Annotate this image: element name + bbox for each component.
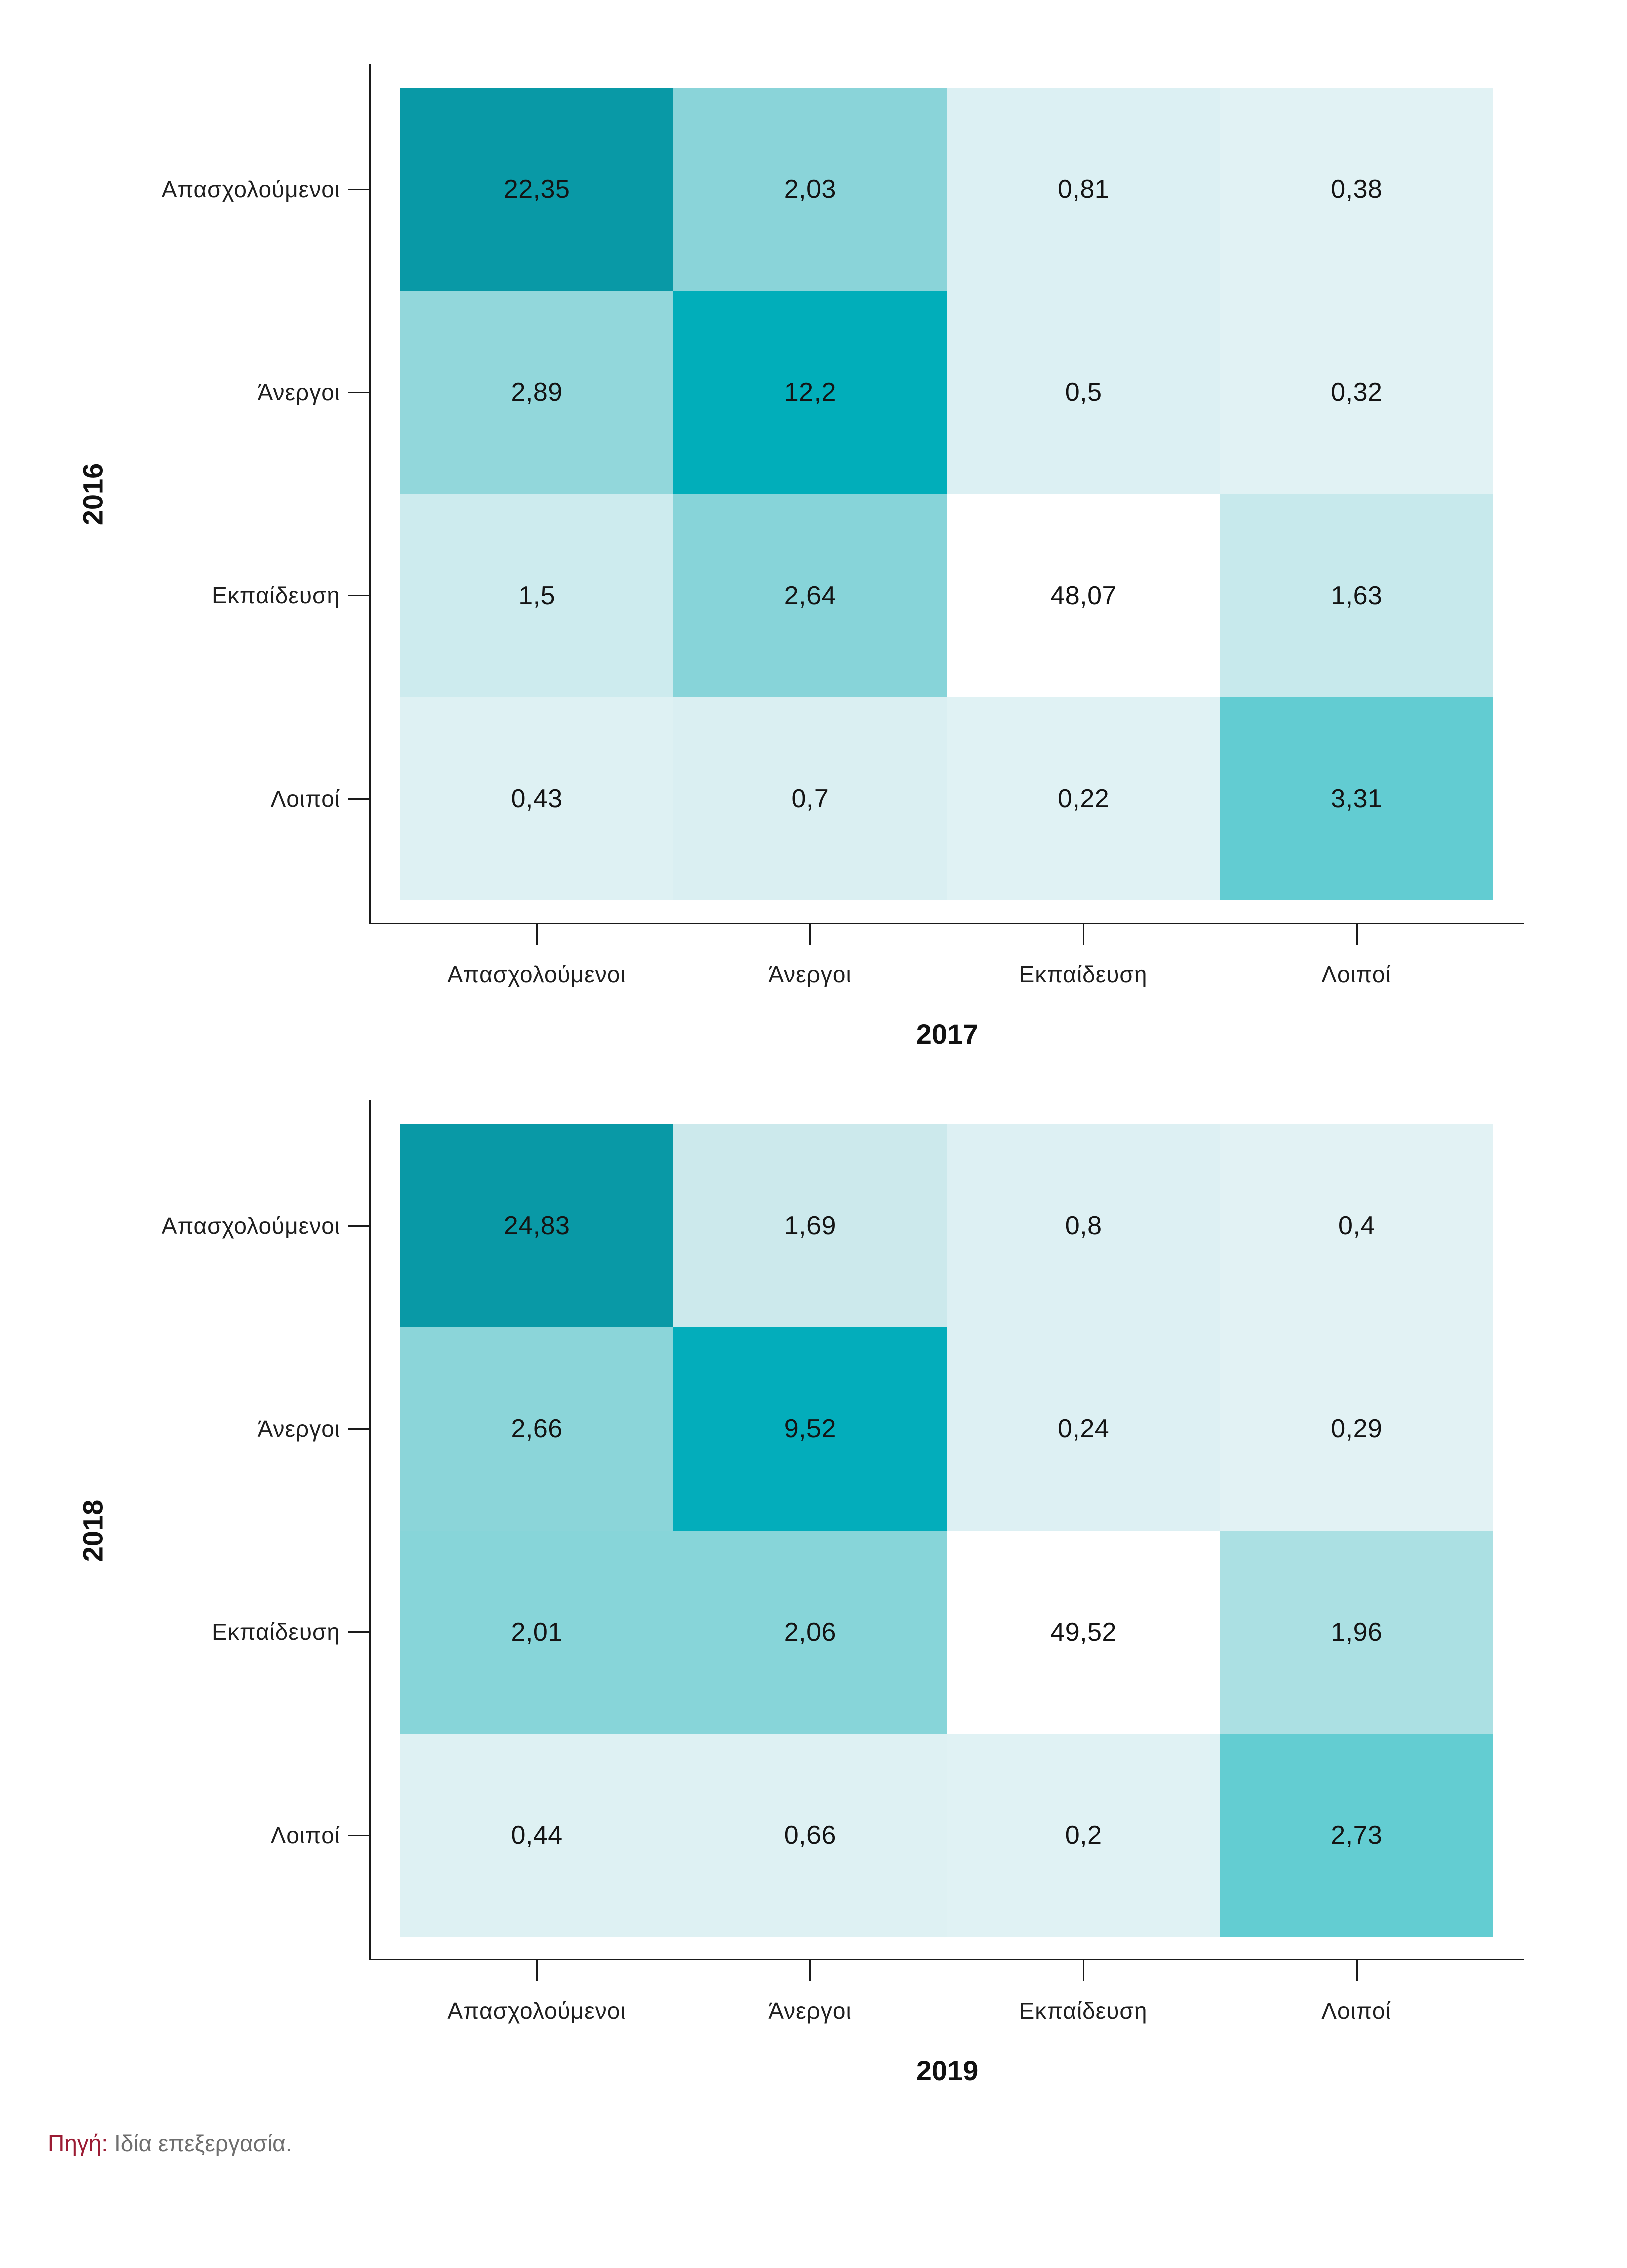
x-tick-label: Λοιποί [1321,1998,1391,2024]
y-tick [348,1428,369,1430]
heatmap-cell: 0,44 [400,1733,674,1937]
row-label: Άνεργοι [257,1416,340,1442]
heatmap-cell: 2,66 [400,1327,674,1531]
x-tick [1356,1960,1358,1981]
x-tick [1083,924,1084,945]
x-tick-label: Εκπαίδευση [1019,961,1148,987]
x-tick-label: Άνεργοι [768,961,852,987]
heatmap-cell: 0,66 [673,1733,947,1937]
x-tick-label: Απασχολούμενοι [447,1998,626,2024]
heatmap-cell: 0,7 [673,697,947,900]
heatmap-cell: 0,8 [947,1124,1220,1328]
heatmap-cell: 12,2 [673,291,947,494]
y-axis-line [369,64,371,924]
row-label: Εκπαίδευση [212,582,340,608]
heatmap-cell: 2,03 [673,88,947,291]
heatmap-cell: 2,01 [400,1530,674,1734]
x-tick-label: Εκπαίδευση [1019,1998,1148,2024]
heatmap-cell: 0,32 [1220,291,1493,494]
heatmap-cell: 1,69 [673,1124,947,1328]
y-tick [348,392,369,393]
row-label: Λοιποί [270,786,340,812]
x-tick [1083,1960,1084,1981]
heatmap-cell: 24,83 [400,1124,674,1328]
y-tick [348,1835,369,1836]
row-label: Άνεργοι [257,379,340,405]
x-tick [536,1960,538,1981]
heatmap-cell: 2,89 [400,291,674,494]
x-tick [1356,924,1358,945]
y-tick [348,1225,369,1227]
y-tick [348,595,369,596]
heatmap-cell: 48,07 [947,494,1220,697]
x-axis-title: 2017 [916,1018,979,1050]
heatmap-cell: 22,35 [400,88,674,291]
heatmap-cell: 0,38 [1220,88,1493,291]
row-label: Απασχολούμενοι [161,1213,340,1239]
heatmap-cell: 2,64 [673,494,947,697]
heatmap-cell: 0,81 [947,88,1220,291]
source-text: Ιδία επεξεργασία. [114,2130,292,2156]
x-tick-label: Άνεργοι [768,1998,852,2024]
heatmap-cell: 0,43 [400,697,674,900]
y-axis-title: 2016 [77,463,109,526]
source-label: Πηγή: [48,2130,108,2156]
heatmap-cell: 0,4 [1220,1124,1493,1328]
x-tick-label: Λοιποί [1321,961,1391,987]
x-axis-title: 2019 [916,2055,979,2086]
x-tick-label: Απασχολούμενοι [447,961,626,987]
heatmap-cell: 0,5 [947,291,1220,494]
y-axis-title: 2018 [77,1499,109,1562]
heatmap-cells: 22,35 2,03 0,81 0,38 2,89 12,2 0,5 0,32 … [400,88,1493,900]
x-tick [809,1960,811,1981]
x-tick [536,924,538,945]
row-label: Απασχολούμενοι [161,176,340,202]
heatmap-cell: 1,63 [1220,494,1493,697]
y-tick [348,798,369,800]
heatmap-cell: 3,31 [1220,697,1493,900]
heatmap-cell: 0,2 [947,1733,1220,1937]
row-label: Λοιποί [270,1822,340,1848]
heatmap-cell: 0,22 [947,697,1220,900]
x-tick [809,924,811,945]
heatmap-cell: 1,96 [1220,1530,1493,1734]
row-label: Εκπαίδευση [212,1619,340,1645]
y-tick [348,1631,369,1633]
x-axis-line [369,923,1524,924]
heatmap-cell: 2,73 [1220,1733,1493,1937]
heatmap-cells: 24,83 1,69 0,8 0,4 2,66 9,52 0,24 0,29 2… [400,1124,1493,1937]
y-tick [348,189,369,190]
source-note: Πηγή: Ιδία επεξεργασία. [48,2130,292,2157]
x-axis-line [369,1959,1524,1960]
heatmap-cell: 2,06 [673,1530,947,1734]
heatmap-cell: 0,29 [1220,1327,1493,1531]
heatmap-cell: 9,52 [673,1327,947,1531]
y-axis-line [369,1100,371,1960]
heatmap-cell: 0,24 [947,1327,1220,1531]
heatmap-cell: 1,5 [400,494,674,697]
heatmap-cell: 49,52 [947,1530,1220,1734]
